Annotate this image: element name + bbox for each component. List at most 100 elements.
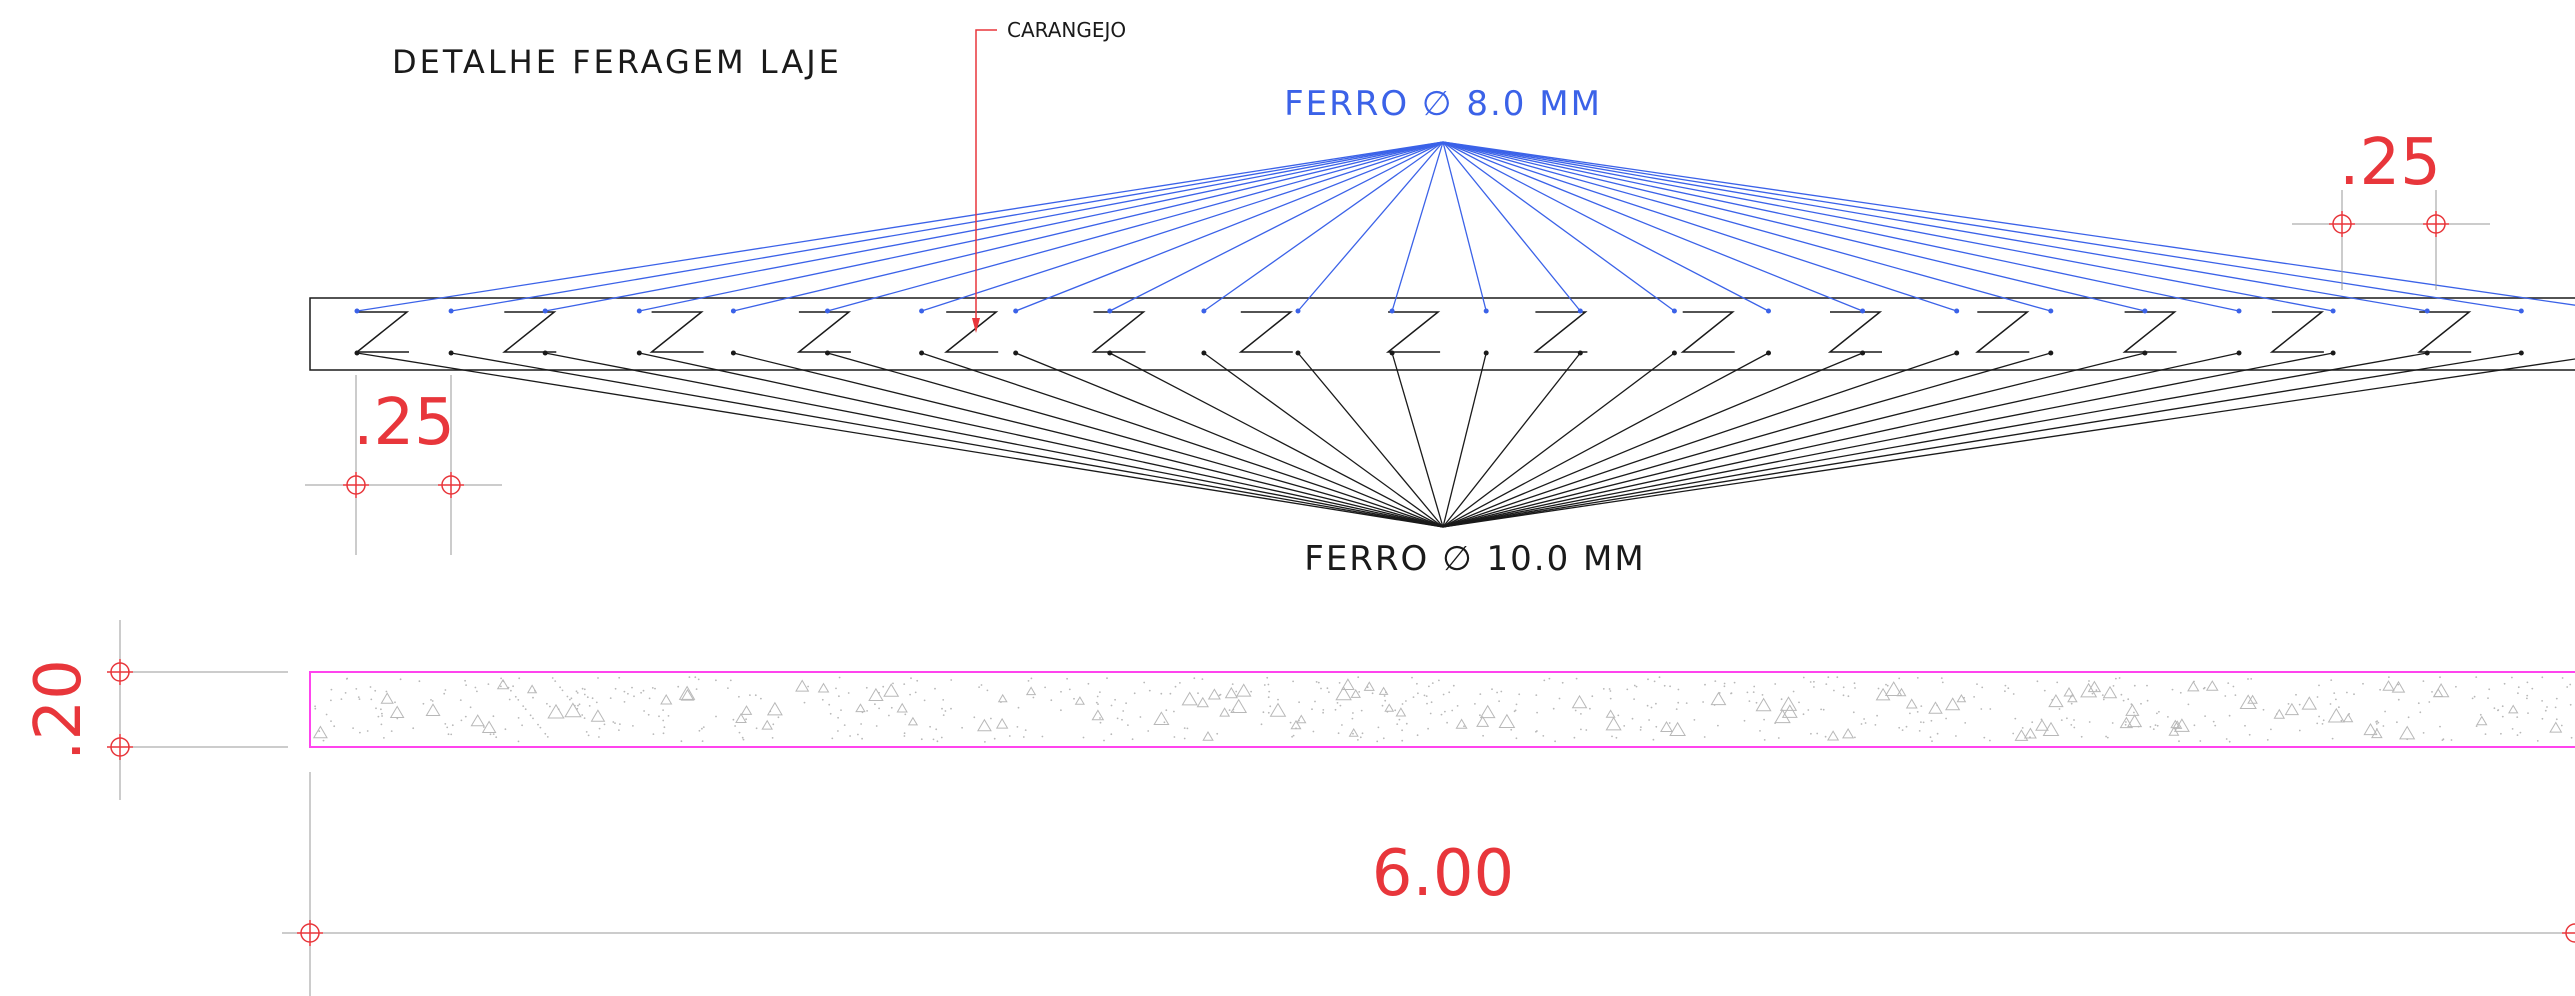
top-bar-leader-line [1442, 141, 1581, 312]
bottom-bar-leader-line [1015, 352, 1444, 528]
top-bar-point [1483, 308, 1489, 314]
bottom-bar-leader-line [1442, 352, 1581, 528]
bottom-bar-point [1483, 350, 1489, 356]
bottom-bar-leader-line [733, 352, 1444, 528]
top-bar-point [825, 308, 830, 314]
bottom-bar-point [1860, 350, 1866, 356]
top-bar-point [1389, 308, 1395, 314]
top-bar-leader-line [1109, 141, 1444, 312]
slab-thickness-value: .20 [22, 659, 96, 761]
top-bar-leader-line [639, 141, 1444, 312]
bottom-bar-leader-line [356, 352, 1444, 528]
bottom-bar-leader-line [1442, 352, 1487, 528]
bottom-bar-leader-line [1442, 352, 2334, 528]
crab-chair [1385, 311, 1441, 353]
top-bar-leader-line [1442, 141, 1675, 312]
crab-chair [1827, 311, 1883, 353]
bar-spacing-left-value: .25 [353, 386, 455, 460]
top-bar-leader-line [1442, 141, 2428, 312]
bottom-bar-point [1389, 350, 1395, 356]
top-bar-leader-line [1442, 141, 2334, 312]
top-bar-leader-line [827, 141, 1444, 312]
dimension-tick-icon [2562, 923, 2575, 943]
bottom-bar-point [1201, 350, 1207, 356]
bottom-bar-leader-line [827, 352, 1444, 528]
top-bar-leader-line [1442, 141, 2146, 312]
concrete-hatch-pattern [312, 676, 2573, 743]
top-bar-point [1577, 308, 1583, 314]
top-bar-point [2330, 308, 2336, 314]
bottom-bar-point [1671, 350, 1677, 356]
top-bar-point [2048, 308, 2054, 314]
bottom-bar-point [1766, 350, 1771, 356]
bottom-bar-leader-line [1442, 352, 2051, 528]
crab-chair [796, 311, 852, 353]
top-bar-point [636, 308, 642, 314]
top-bar-leader-line [1442, 141, 1863, 312]
top-bar-point [1766, 308, 1771, 314]
crab-chair [1975, 311, 2030, 353]
bottom-bar-point [730, 350, 736, 356]
slab-section-outline [309, 297, 2575, 371]
dimension-tick-icon [343, 472, 369, 498]
crab-chairs [354, 311, 2472, 353]
top-bar-point [2424, 308, 2430, 314]
carangejo-label: CARANGEJO [1007, 18, 1126, 42]
top-bar-leader-line [450, 141, 1444, 312]
bottom-bar-leader-line [1442, 352, 1675, 528]
bottom-bar-point [354, 350, 360, 356]
bottom-bar-point [1954, 350, 1960, 356]
top-bar-leader-line [545, 141, 1444, 312]
crab-chair [649, 311, 704, 353]
bottom-bar-point [2236, 350, 2242, 356]
bottom-bar-point [1107, 350, 1113, 356]
bottom-bar-leader-line [1442, 352, 1863, 528]
top-bar-point [1295, 308, 1301, 314]
top-bar-leaders [354, 141, 2575, 314]
top-bar-leader-line [1203, 141, 1444, 312]
bottom-bar-leader-line [1442, 352, 2146, 528]
top-bar-point [2142, 308, 2148, 314]
top-bar-leader-line [733, 141, 1444, 312]
slab-length-dimension: 6.00 [282, 772, 2575, 996]
top-bar-leader-line [1442, 141, 1957, 312]
bottom-bar-point [1577, 350, 1583, 356]
top-bar-leader-line [1297, 141, 1444, 312]
bottom-bar-leader-line [1297, 352, 1444, 528]
bottom-bar-leader-line [1442, 352, 1769, 528]
bottom-bar-leader-line [1442, 352, 2240, 528]
bottom-bar-point [2424, 350, 2430, 356]
bottom-bar-leader-line [921, 352, 1444, 528]
bottom-bar-leader-line [1391, 352, 1444, 528]
top-bar-leader-line [1442, 141, 1487, 312]
crab-chair [1533, 311, 1588, 353]
drawing-title: DETALHE FERAGEM LAJE [392, 43, 842, 81]
top-bar-leader-line [1442, 141, 2051, 312]
concrete-slab-elevation [309, 671, 2575, 748]
bottom-bar-point [542, 350, 548, 356]
bottom-bar-point [1013, 350, 1019, 356]
top-bar-leader-line [1442, 141, 2240, 312]
crab-chair [1680, 311, 1735, 353]
top-bar-point [448, 308, 454, 314]
bottom-bar-leader-line [1442, 352, 2428, 528]
bottom-bar-leader-line [545, 352, 1444, 528]
top-bar-leader-line [356, 141, 1444, 312]
bottom-bar-leader-line [639, 352, 1444, 528]
bottom-bar-label: FERRO ∅ 10.0 MM [1304, 539, 1645, 579]
crab-chair [1091, 311, 1146, 353]
bottom-bar-point [2518, 350, 2524, 356]
top-bar-point [542, 308, 548, 314]
dimension-tick-icon [107, 659, 133, 685]
bottom-bar-leader-line [1109, 352, 1444, 528]
top-bar-point [730, 308, 736, 314]
top-bar-point [919, 308, 925, 314]
bottom-bar-leader-line [1442, 352, 1957, 528]
top-bar-point [1013, 308, 1019, 314]
crab-chair [944, 311, 999, 353]
dimension-tick-icon [2423, 211, 2449, 237]
bottom-bar-point [2142, 350, 2148, 356]
top-bar-point [354, 308, 360, 314]
top-bar-point [2236, 308, 2242, 314]
